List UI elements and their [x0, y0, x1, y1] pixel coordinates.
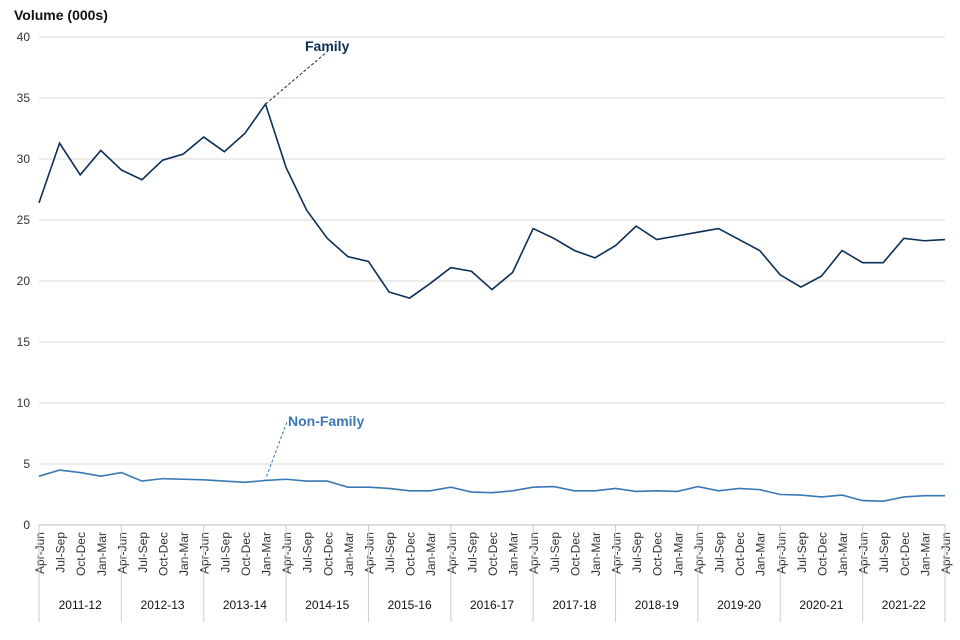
year-label: 2015-16 — [388, 598, 432, 612]
x-tick-label: Oct-Dec — [239, 532, 253, 576]
non-family-annotation: Non-Family — [288, 413, 364, 429]
y-tick-label: 0 — [23, 518, 30, 532]
x-tick-label: Oct-Dec — [404, 532, 418, 576]
x-tick-label: Jul-Sep — [54, 532, 68, 573]
series-line-non-family — [38, 469, 945, 503]
x-tick-label: Apr-Jun — [527, 532, 541, 574]
y-tick-label: 5 — [23, 457, 30, 471]
x-tick-label: Apr-Jun — [198, 532, 212, 574]
x-tick-label: Oct-Dec — [651, 532, 665, 576]
y-axis-title: Volume (000s) — [14, 7, 108, 23]
x-tick-label: Jul-Sep — [877, 532, 891, 573]
x-tick-label: Apr-Jun — [280, 532, 294, 574]
x-tick-label: Apr-Jun — [939, 532, 953, 574]
x-tick-label: Jan-Mar — [260, 532, 274, 576]
y-tick-label: 20 — [17, 274, 31, 288]
year-label: 2018-19 — [635, 598, 679, 612]
x-tick-label: Jan-Mar — [424, 532, 438, 576]
x-tick-label: Jul-Sep — [301, 532, 315, 573]
x-tick-label: Apr-Jun — [445, 532, 459, 574]
year-label: 2014-15 — [305, 598, 349, 612]
year-label: 2020-21 — [799, 598, 843, 612]
x-tick-label: Jan-Mar — [342, 532, 356, 576]
x-tick-label: Jan-Mar — [918, 532, 932, 576]
x-tick-label: Oct-Dec — [568, 532, 582, 576]
series-line-family — [38, 102, 946, 299]
x-tick-label: Jan-Mar — [177, 532, 191, 576]
x-tick-label: Oct-Dec — [486, 532, 500, 576]
x-tick-label: Jul-Sep — [465, 532, 479, 573]
x-tick-label: Oct-Dec — [898, 532, 912, 576]
x-tick-label: Jul-Sep — [136, 532, 150, 573]
year-label: 2016-17 — [470, 598, 514, 612]
x-tick-label: Jul-Sep — [218, 532, 232, 573]
x-tick-label: Oct-Dec — [74, 532, 88, 576]
year-label: 2013-14 — [223, 598, 267, 612]
x-tick-label: Apr-Jun — [692, 532, 706, 574]
x-tick-label: Jul-Sep — [795, 532, 809, 573]
y-tick-label: 10 — [17, 396, 31, 410]
year-label: 2011-12 — [59, 598, 102, 612]
family-annotation-line — [265, 50, 329, 105]
x-tick-label: Apr-Jun — [115, 532, 129, 574]
x-tick-label: Apr-Jun — [33, 532, 47, 574]
year-label: 2012-13 — [141, 598, 185, 612]
x-tick-label: Apr-Jun — [362, 532, 376, 574]
x-tick-label: Oct-Dec — [157, 532, 171, 576]
x-tick-label: Jan-Mar — [671, 532, 685, 576]
x-tick-label: Jan-Mar — [95, 532, 109, 576]
year-label: 2019-20 — [717, 598, 761, 612]
x-tick-label: Jan-Mar — [507, 532, 521, 576]
x-tick-label: Jul-Sep — [548, 532, 562, 573]
x-tick-label: Apr-Jun — [610, 532, 624, 574]
year-label: 2017-18 — [552, 598, 596, 612]
y-tick-label: 25 — [17, 213, 31, 227]
x-tick-label: Jan-Mar — [836, 532, 850, 576]
x-tick-label: Jul-Sep — [630, 532, 644, 573]
y-tick-label: 40 — [17, 30, 31, 44]
non-family-annotation-line — [266, 421, 288, 477]
x-tick-label: Oct-Dec — [321, 532, 335, 576]
x-tick-label: Jul-Sep — [713, 532, 727, 573]
x-tick-label: Jul-Sep — [383, 532, 397, 573]
family-annotation: Family — [305, 38, 350, 54]
x-tick-label: Apr-Jun — [774, 532, 788, 574]
y-tick-label: 30 — [17, 152, 31, 166]
y-tick-label: 15 — [17, 335, 31, 349]
y-tick-label: 35 — [17, 91, 31, 105]
x-tick-label: Oct-Dec — [815, 532, 829, 576]
year-label: 2021-22 — [882, 598, 926, 612]
x-tick-label: Apr-Jun — [857, 532, 871, 574]
x-tick-label: Jan-Mar — [589, 532, 603, 576]
x-tick-label: Jan-Mar — [754, 532, 768, 576]
x-tick-label: Oct-Dec — [733, 532, 747, 576]
